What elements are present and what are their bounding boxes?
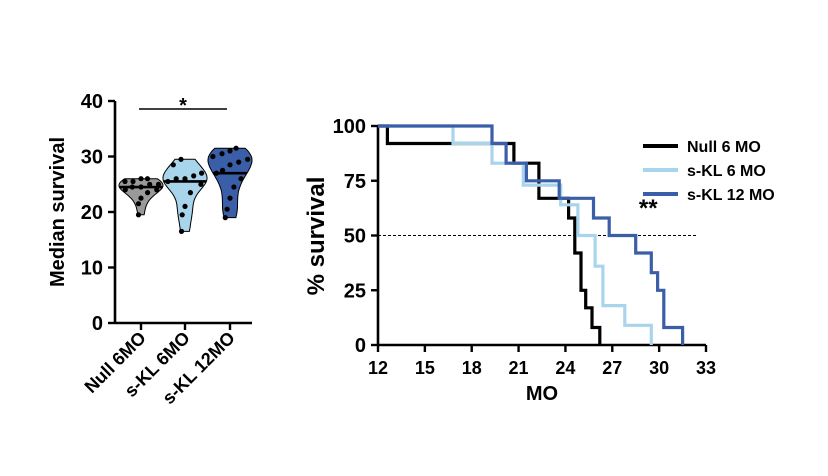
survival-x-tick-label: 27 — [602, 358, 622, 378]
violin-point — [198, 181, 204, 187]
violin-point — [227, 162, 233, 168]
survival-x-tick-label: 15 — [415, 358, 435, 378]
survival-line-3 — [378, 124, 685, 345]
significance-double-star: ** — [639, 195, 658, 222]
violin-point — [178, 156, 184, 162]
legend-label: Null 6 MO — [687, 139, 761, 156]
survival-x-tick-label: 21 — [509, 358, 529, 378]
legend-label: s-KL 12 MO — [687, 187, 775, 204]
violin-point — [147, 181, 153, 187]
violin-point — [138, 176, 144, 182]
violin-y-tick-label: 10 — [81, 258, 103, 280]
violin-point — [224, 206, 230, 212]
survival-line-1 — [378, 124, 602, 345]
significance-star: * — [179, 95, 187, 117]
legend-label: s-KL 6 MO — [687, 163, 766, 180]
violin-point — [135, 212, 142, 218]
violin-point — [233, 145, 239, 151]
violin-point — [173, 176, 179, 182]
violin-y-tick-label: 30 — [81, 147, 103, 169]
violin-point — [227, 195, 233, 201]
violin-point — [135, 201, 142, 207]
survival-x-tick-label: 12 — [368, 358, 388, 378]
violin-y-tick-label: 20 — [81, 202, 103, 224]
violin-point — [191, 173, 197, 179]
violin-point — [130, 178, 136, 185]
violin-point — [155, 181, 162, 187]
violin-point — [138, 195, 144, 201]
violin-point — [122, 178, 128, 185]
survival-y-tick-label: 75 — [344, 171, 366, 193]
violin-point — [138, 184, 144, 190]
violin-point — [165, 178, 171, 185]
violin-point — [231, 184, 237, 190]
violin-y-tick-label: 0 — [92, 313, 103, 335]
legend: Null 6 MO s-KL 6 MO s-KL 12 MO — [643, 139, 775, 204]
violin-point — [213, 170, 219, 176]
survival-chart: 0 25 50 75 100 12 15 18 21 24 27 30 33 % survival M… — [303, 116, 775, 405]
violin-points — [122, 145, 251, 234]
violin-point — [170, 162, 176, 168]
violin-point — [182, 176, 188, 182]
violin-point — [199, 170, 205, 176]
violin-point — [219, 151, 225, 157]
survival-y-tick-label: 0 — [355, 335, 366, 357]
violin-y-ticks: 0 10 20 30 40 — [81, 91, 115, 335]
violin-point — [227, 148, 233, 154]
violin-point — [220, 167, 226, 173]
survival-series — [378, 124, 685, 345]
violin-point — [182, 203, 188, 209]
violin-point — [122, 187, 128, 193]
survival-y-axis-label: % survival — [303, 177, 330, 296]
violin-body — [162, 158, 208, 232]
survival-y-tick-label: 100 — [333, 116, 366, 138]
survival-x-axis-label: MO — [526, 383, 558, 405]
violin-point — [178, 228, 185, 234]
survival-y-tick-label: 50 — [344, 226, 366, 248]
survival-y-ticks: 0 25 50 75 100 — [333, 116, 378, 357]
violin-point — [236, 159, 242, 165]
survival-x-tick-label: 33 — [696, 358, 716, 378]
violin-point — [129, 184, 135, 190]
violin-y-axis-label: Median survival — [47, 137, 69, 287]
survival-x-tick-label: 30 — [649, 358, 669, 378]
violin-point — [179, 212, 185, 218]
violin-point — [144, 176, 151, 182]
survival-x-tick-label: 24 — [555, 358, 575, 378]
violin-bodies — [118, 147, 253, 232]
violin-point — [222, 215, 228, 221]
violin-point — [187, 190, 193, 196]
violin-point — [154, 187, 160, 193]
violin-point — [210, 153, 216, 160]
survival-y-tick-label: 25 — [344, 280, 366, 302]
violin-body — [207, 147, 253, 219]
violin-y-tick-label: 40 — [81, 91, 103, 113]
violin-point — [245, 156, 251, 162]
survival-x-ticks: 12 15 18 21 24 27 30 33 — [368, 345, 716, 378]
survival-x-tick-label: 18 — [462, 358, 482, 378]
violin-point — [238, 176, 244, 182]
violin-point — [145, 190, 151, 196]
